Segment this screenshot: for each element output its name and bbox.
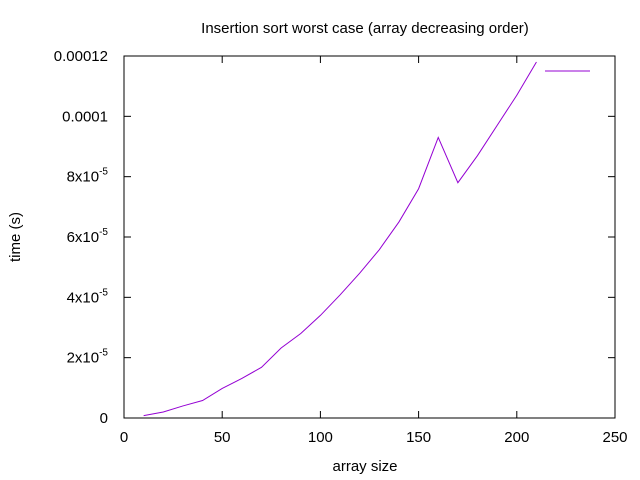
chart-title: Insertion sort worst case (array decreas… — [201, 20, 529, 37]
y-tick-label: 4x10-5 — [67, 287, 109, 306]
y-tick-mantissa: 8x10 — [67, 169, 100, 186]
y-tick-mantissa: 6x10 — [67, 229, 100, 246]
tick-labels: 0 50 100 150 200 25002x10-54x10-56x10-58x10-5… — [54, 48, 628, 446]
y-axis-label: time (s) — [7, 212, 24, 262]
x-tick-label: 100 — [308, 429, 333, 446]
y-tick-exponent: -5 — [99, 287, 108, 298]
x-tick-label: 250 — [602, 429, 627, 446]
y-tick-label: 0.00012 — [54, 48, 108, 65]
y-tick-mantissa: 0.0001 — [62, 108, 108, 125]
y-tick-label: 0.0001 — [62, 108, 108, 125]
x-tick-label: 200 — [504, 429, 529, 446]
series-group — [143, 61, 537, 417]
series-line — [143, 61, 537, 417]
y-tick-label: 8x10-5 — [67, 167, 109, 186]
y-tick-label: 2x10-5 — [67, 348, 109, 367]
x-tick-label: 50 — [214, 429, 231, 446]
y-tick-mantissa: 2x10 — [67, 350, 100, 367]
y-tick-exponent: -5 — [99, 167, 108, 178]
x-axis-label: array size — [332, 458, 397, 475]
y-tick-mantissa: 0.00012 — [54, 48, 108, 65]
y-tick-label: 6x10-5 — [67, 227, 109, 246]
x-tick-label: 0 — [120, 429, 128, 446]
x-tick-label: 150 — [406, 429, 431, 446]
y-tick-exponent: -5 — [99, 348, 108, 359]
y-tick-mantissa: 4x10 — [67, 289, 100, 306]
y-tick-label: 0 — [100, 410, 108, 427]
y-tick-exponent: -5 — [99, 227, 108, 238]
y-tick-mantissa: 0 — [100, 410, 108, 427]
ticks — [123, 55, 616, 419]
plot-frame — [123, 55, 616, 419]
